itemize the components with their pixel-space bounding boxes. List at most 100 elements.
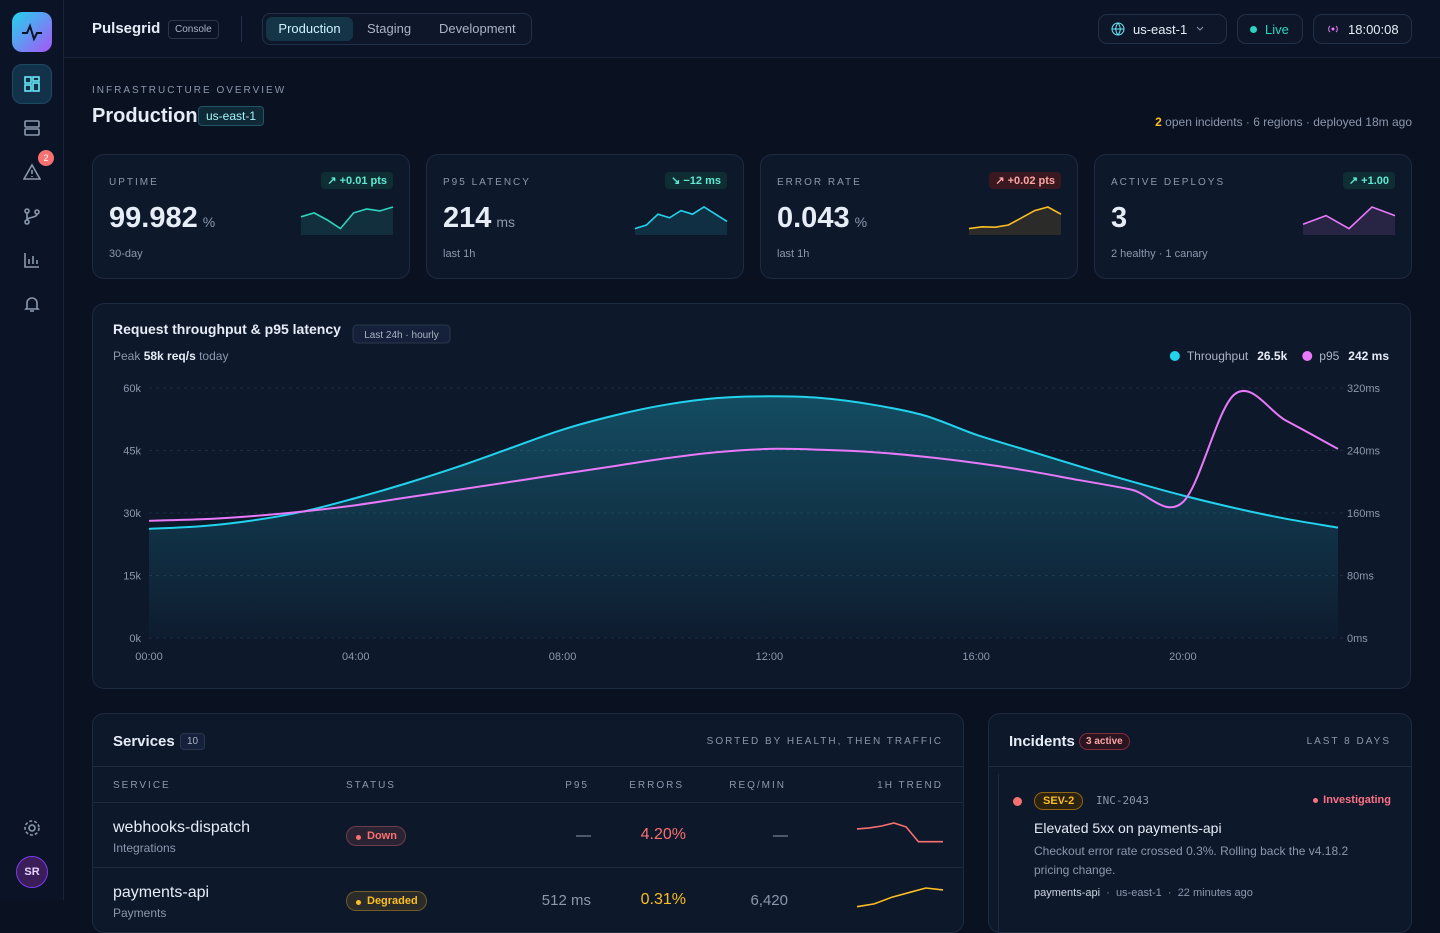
kpi-value: 3 [1111, 202, 1128, 234]
legend-value: 242 ms [1348, 349, 1389, 363]
sparkline-line [300, 206, 394, 230]
signal-icon [1328, 25, 1338, 33]
kpi-card: ERROR RATE ↗ +0.02 pts 0.043% last 1h [760, 154, 1078, 279]
timeline [998, 774, 999, 932]
divider [989, 766, 1411, 767]
services-title: Services [113, 733, 175, 750]
incident-title[interactable]: Elevated 5xx on payments-api [1034, 820, 1222, 836]
incident-id: INC-2043 [1096, 794, 1149, 807]
logo[interactable] [12, 12, 52, 52]
req-min: — [773, 827, 788, 844]
env-tab[interactable]: Staging [367, 21, 412, 36]
chart-title: Request throughput & p95 latency [113, 321, 341, 337]
sparkline [300, 206, 394, 235]
nav-metrics[interactable] [12, 240, 52, 280]
nav-settings[interactable] [12, 808, 52, 848]
nav-alerts[interactable] [12, 152, 52, 192]
kpi-label: ACTIVE DEPLOYS [1111, 177, 1226, 188]
env-tab[interactable]: Production [266, 17, 353, 41]
services-card: Services 10 SORTED BY HEALTH, THEN TRAFF… [92, 713, 964, 933]
region-badge: us-east-1 [198, 106, 265, 126]
avatar[interactable]: SR [16, 856, 48, 888]
status-dot [356, 835, 361, 840]
chart-badge: Last 24h · hourly [364, 330, 439, 341]
status-badge: Down [346, 826, 406, 846]
x-tick-label: 16:00 [962, 651, 990, 663]
severity: SEV-2 [1034, 792, 1084, 810]
legend-name: Throughput [1187, 349, 1249, 363]
logo-icon [22, 23, 42, 42]
chevron [1196, 26, 1204, 31]
sparkline [1302, 206, 1396, 235]
meta-region: us-east-1 [1115, 887, 1162, 899]
clock: 18:00:08 [1313, 14, 1412, 44]
sparkline [856, 822, 943, 843]
service-row[interactable]: payments-api Payments Degraded 512 ms 0.31% 6… [93, 868, 963, 932]
throughput-chart: Request throughput & p95 latency Last 24… [92, 303, 1411, 689]
p95: 512 ms [541, 892, 591, 909]
nav-notifications[interactable] [12, 284, 52, 324]
nav-servers[interactable] [12, 108, 52, 148]
sparkline-line [968, 206, 1062, 230]
incident-description: Checkout error rate crossed 0.3%. Rollin… [1034, 844, 1349, 877]
col-header: 1H TREND [877, 780, 943, 791]
y2-tick-label: 320ms [1347, 383, 1381, 395]
eyebrow: INFRASTRUCTURE OVERVIEW [92, 85, 287, 96]
kpi-value-wrap: 214 ms [443, 202, 515, 235]
col-header: STATUS [346, 780, 396, 791]
kpi-sub: 2 healthy · 1 canary [1111, 248, 1208, 260]
kpi-sub: last 1h [777, 248, 810, 260]
y2-tick-label: 80ms [1347, 571, 1374, 583]
x-tick-label: 12:00 [756, 651, 784, 663]
legend-value: 26.5k [1257, 349, 1287, 363]
service-row[interactable]: webhooks-dispatch Integrations Down — 4.20% — [93, 803, 963, 868]
incident-state[interactable]: Investigating [1313, 794, 1391, 806]
range: LAST 8 DAYS [1306, 736, 1391, 747]
kpi-delta: ↗ +0.02 pts [989, 172, 1061, 189]
kpi-card: ACTIVE DEPLOYS ↗ +1.00 3 2 healthy · 1 cana… [1094, 154, 1412, 279]
clock-time: 18:00:08 [1348, 21, 1399, 37]
col-header: P95 [565, 780, 589, 791]
kpi-delta: ↗ +1.00 [1342, 172, 1395, 189]
sparkline [856, 887, 944, 908]
y2-tick-label: 160ms [1347, 508, 1381, 520]
incidents-title: Incidents [1009, 733, 1075, 750]
summary-text: open incidents · 6 regions · deployed 18… [1165, 115, 1412, 129]
col-header: REQ/MIN [729, 780, 786, 791]
series-line [148, 395, 1339, 530]
sparkline-area [635, 207, 727, 235]
globe-icon [1111, 22, 1125, 36]
x-tick-label: 08:00 [549, 651, 577, 663]
service-group: Integrations [113, 841, 176, 855]
col-header: SERVICE [113, 780, 171, 791]
live-status[interactable]: Live [1237, 14, 1303, 44]
nav-deploys[interactable] [12, 196, 52, 236]
subtitle-prefix: Peak [113, 349, 141, 363]
incident-meta: payments-api · us-east-1 · 22 minutes ag… [1034, 887, 1253, 899]
sidebar: 2 SR [0, 0, 64, 900]
errors: 0.31% [640, 891, 686, 908]
env-tab[interactable]: Development [439, 21, 516, 36]
region-select[interactable]: us-east-1 [1098, 14, 1227, 44]
x-tick-label: 04:00 [342, 651, 370, 663]
kpi-value: 0.043 [777, 202, 850, 234]
y2-tick-label: 240ms [1347, 446, 1381, 458]
kpi-sub: last 1h [443, 248, 476, 260]
kpi-value-wrap: 0.043% [777, 202, 867, 235]
services-count: 10 [180, 733, 206, 750]
sparkline-area [969, 207, 1061, 235]
y-tick-label: 0k [129, 633, 141, 645]
status-badge: Degraded [346, 891, 427, 911]
brand-badge: Console [168, 20, 219, 39]
summary: 2 open incidents · 6 regions · deployed … [1155, 115, 1412, 129]
kpi-sub: 30-day [109, 248, 143, 260]
kpi-value-wrap: 3 [1111, 202, 1132, 235]
page-title: Production [92, 105, 198, 127]
sparkline [968, 206, 1062, 235]
incidents-card: Incidents 3 active LAST 8 DAYS SEV-2 INC… [988, 713, 1412, 933]
kpi-unit: % [202, 214, 216, 230]
divider [93, 802, 963, 803]
nav-overview[interactable] [12, 64, 52, 104]
sparkline-line [856, 822, 943, 843]
